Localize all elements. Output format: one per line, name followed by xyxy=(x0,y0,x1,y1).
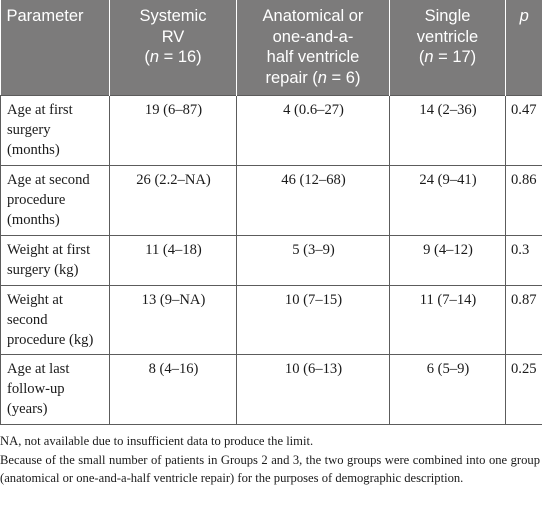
cell-parameter: Weight at second procedure (kg) xyxy=(0,285,110,355)
cell-single: 11 (7–14) xyxy=(389,285,506,355)
header-anatomical-repair: Anatomical or one-and-a-half ventricle rep… xyxy=(236,0,390,96)
header-p-value: p xyxy=(505,0,542,96)
cell-systemic: 11 (4–18) xyxy=(109,235,237,286)
cell-single: 24 (9–41) xyxy=(389,165,506,236)
cell-anatomical: 10 (7–15) xyxy=(236,285,390,355)
cell-p: 0.47 xyxy=(505,95,542,166)
table-page: Parameter Systemic RV (n = 16) Anatomical … xyxy=(0,0,542,485)
table-row: Weight at first surgery (kg) 11 (4–18) 5… xyxy=(0,235,542,286)
cell-anatomical: 5 (3–9) xyxy=(236,235,390,286)
table-footnotes: NA, not available due to insufficient da… xyxy=(0,432,542,488)
cell-parameter: Weight at first surgery (kg) xyxy=(0,235,110,286)
cell-systemic: 26 (2.2–NA) xyxy=(109,165,237,236)
table-body: Age at first surgery (months) 19 (6–87) … xyxy=(0,95,542,425)
cell-anatomical: 46 (12–68) xyxy=(236,165,390,236)
cell-single: 14 (2–36) xyxy=(389,95,506,166)
table-row: Age at last follow-up (years) 8 (4–16) 1… xyxy=(0,354,542,425)
footnote-groups: Because of the small number of patients … xyxy=(0,452,540,486)
cell-anatomical: 4 (0.6–27) xyxy=(236,95,390,166)
footnote-na: NA, not available due to insufficient da… xyxy=(0,434,314,448)
cell-parameter: Age at last follow-up (years) xyxy=(0,354,110,425)
header-parameter: Parameter xyxy=(6,7,84,25)
cell-p: 0.3 xyxy=(505,235,542,286)
table-row: Age at second procedure (months) 26 (2.2… xyxy=(0,165,542,236)
table-header: Parameter Systemic RV (n = 16) Anatomical … xyxy=(0,0,542,96)
cell-single: 9 (4–12) xyxy=(389,235,506,286)
header-single-ventricle: Single ventricle (n = 17) xyxy=(389,0,506,96)
cell-p: 0.25 xyxy=(505,354,542,425)
cell-systemic: 8 (4–16) xyxy=(109,354,237,425)
cell-systemic: 13 (9–NA) xyxy=(109,285,237,355)
header-systemic-rv: Systemic RV (n = 16) xyxy=(109,0,237,96)
cell-parameter: Age at first surgery (months) xyxy=(0,95,110,166)
cell-p: 0.87 xyxy=(505,285,542,355)
table-row: Weight at second procedure (kg) 13 (9–NA… xyxy=(0,285,542,355)
demographics-table: Parameter Systemic RV (n = 16) Anatomical … xyxy=(0,0,542,425)
table-row: Age at first surgery (months) 19 (6–87) … xyxy=(0,95,542,166)
header-row: Parameter Systemic RV (n = 16) Anatomical … xyxy=(0,0,542,96)
cell-single: 6 (5–9) xyxy=(389,354,506,425)
cell-p: 0.86 xyxy=(505,165,542,236)
cell-parameter: Age at second procedure (months) xyxy=(0,165,110,236)
cell-systemic: 19 (6–87) xyxy=(109,95,237,166)
cell-anatomical: 10 (6–13) xyxy=(236,354,390,425)
